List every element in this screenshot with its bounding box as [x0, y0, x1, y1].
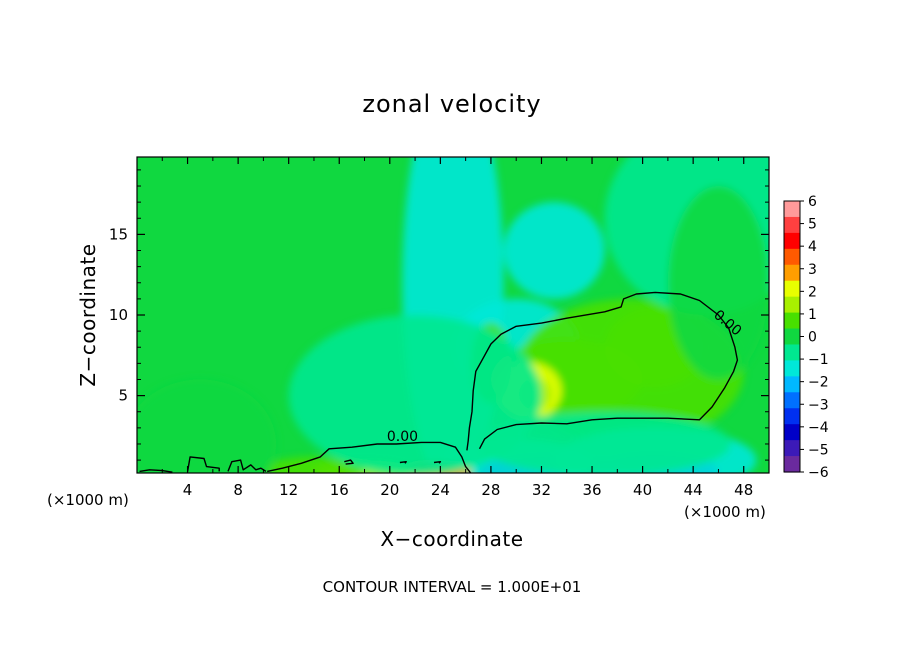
colorbar-swatch	[784, 248, 800, 266]
x-tick-label: 12	[279, 481, 298, 499]
x-tick-label: 28	[481, 481, 500, 499]
x-axis-ticks: 4 8 12 16 20 24 28 32 36 40 44 48	[161, 157, 753, 499]
colorbar-swatch	[784, 376, 800, 393]
contour-zero-bump-5	[433, 461, 442, 464]
x-tick-label: 8	[233, 481, 243, 499]
contour-zero-bump-3	[344, 459, 354, 465]
colorbar-swatch	[784, 408, 800, 425]
contour-interval-note: CONTOUR INTERVAL = 1.000E+01	[323, 578, 582, 596]
x-unit-right: (×1000 m)	[684, 503, 766, 521]
colorbar-label: −2	[808, 375, 829, 391]
x-tick-label: 24	[431, 481, 450, 499]
colorbar-label: 0	[808, 330, 817, 346]
colorbar-swatch	[784, 360, 800, 377]
colorbar-swatch	[784, 424, 800, 441]
contour-zero-main	[466, 291, 739, 451]
colorbar-label: 1	[808, 307, 817, 323]
contour-zero-bump-0	[186, 456, 220, 472]
plot-area	[137, 157, 769, 473]
colorbar-swatch	[784, 344, 800, 362]
y-tick-label: 5	[118, 387, 128, 405]
colorbar-label: 6	[808, 194, 817, 210]
x-tick-label: 48	[734, 481, 753, 499]
contour-lines	[139, 291, 739, 473]
contour-zero-bump-1	[227, 459, 267, 472]
y-axis-title: Z−coordinate	[76, 243, 100, 386]
y-tick-label: 15	[109, 225, 128, 243]
y-axis-ticks: 5 10 15	[109, 169, 769, 461]
colorbar-swatch	[784, 232, 800, 250]
colorbar-label: −3	[808, 397, 829, 413]
colorbar-label: 4	[808, 239, 817, 255]
colorbar-swatch	[784, 264, 800, 282]
contour-zero-bump-2	[139, 469, 173, 473]
colorbar: 6 5 4 3 2 1 0 −1 −2 −3 −4 −5 −6	[783, 194, 829, 481]
x-unit-left: (×1000 m)	[47, 491, 129, 509]
colorbar-swatch	[784, 440, 800, 457]
x-axis-title: X−coordinate	[380, 527, 523, 551]
x-tick-label: 44	[684, 481, 703, 499]
colorbar-swatch	[784, 280, 800, 298]
colorbar-swatch	[784, 312, 800, 330]
x-tick-label: 16	[330, 481, 349, 499]
contour-zero-bump-4	[399, 461, 407, 464]
colorbar-label: −1	[808, 352, 829, 368]
colorbar-swatch	[784, 296, 800, 314]
colorbar-label: 3	[808, 262, 817, 278]
colorbar-label: 2	[808, 284, 817, 300]
colorbar-label: 5	[808, 217, 817, 233]
field-blob-20	[667, 186, 769, 380]
colorbar-label: −6	[808, 465, 829, 481]
x-tick-label: 32	[532, 481, 551, 499]
colorbar-label: −4	[808, 420, 829, 436]
colorbar-label: −5	[808, 442, 829, 458]
colorbar-swatch	[784, 216, 800, 234]
contour-label-0: 0.00	[387, 429, 418, 445]
colorbar-swatch	[784, 201, 800, 218]
x-tick-label: 20	[380, 481, 399, 499]
x-tick-label: 4	[183, 481, 193, 499]
contour-zero-low	[267, 441, 472, 473]
colorbar-swatch	[784, 456, 800, 473]
y-tick-label: 10	[109, 306, 128, 324]
field-blob-13	[478, 411, 732, 473]
colorbar-swatch	[784, 328, 800, 346]
field-blob-1	[503, 202, 605, 299]
field-blob-18	[288, 315, 542, 473]
colorbar-swatch	[784, 392, 800, 409]
field-blob-17	[137, 379, 277, 473]
x-tick-label: 40	[633, 481, 652, 499]
x-tick-label: 36	[582, 481, 601, 499]
field-shading	[137, 157, 769, 473]
chart-title: zonal velocity	[362, 90, 541, 118]
